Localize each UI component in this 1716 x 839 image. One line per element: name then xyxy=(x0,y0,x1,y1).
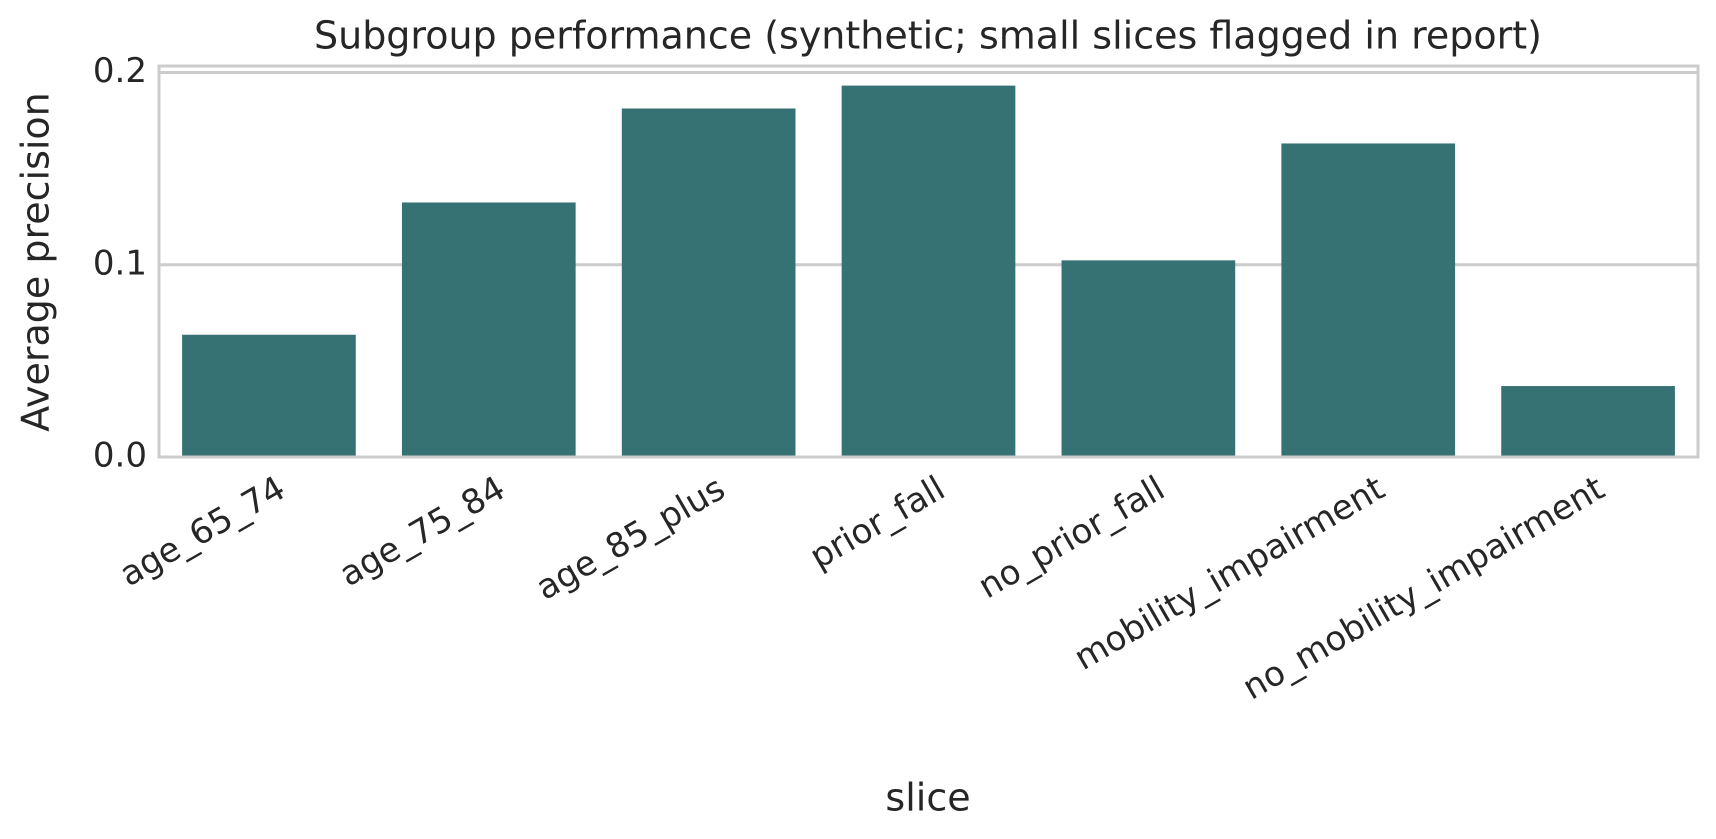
bar xyxy=(1061,260,1236,457)
y-axis-label: Average precision xyxy=(14,92,58,432)
x-axis-label: slice xyxy=(885,776,970,820)
bar xyxy=(401,202,576,457)
x-tick-label: no_prior_fall xyxy=(972,468,1172,607)
y-tick-label: 0.1 xyxy=(93,243,147,283)
bar xyxy=(1281,143,1456,457)
x-tick-label: age_75_84 xyxy=(333,468,512,595)
bar xyxy=(841,85,1016,457)
bar xyxy=(621,108,796,458)
bar xyxy=(1501,386,1675,457)
x-tick-label: age_85_plus xyxy=(529,468,732,608)
plot-frame xyxy=(157,64,1700,459)
x-tick-label: no_mobility_impairment xyxy=(1236,468,1611,708)
y-tick-label: 0.2 xyxy=(93,51,147,91)
chart-title: Subgroup performance (synthetic; small s… xyxy=(314,14,1542,58)
bar xyxy=(182,334,356,457)
x-tick-label: age_65_74 xyxy=(113,468,292,595)
x-tick-label: prior_fall xyxy=(803,468,952,577)
y-tick-label: 0.0 xyxy=(93,436,147,476)
